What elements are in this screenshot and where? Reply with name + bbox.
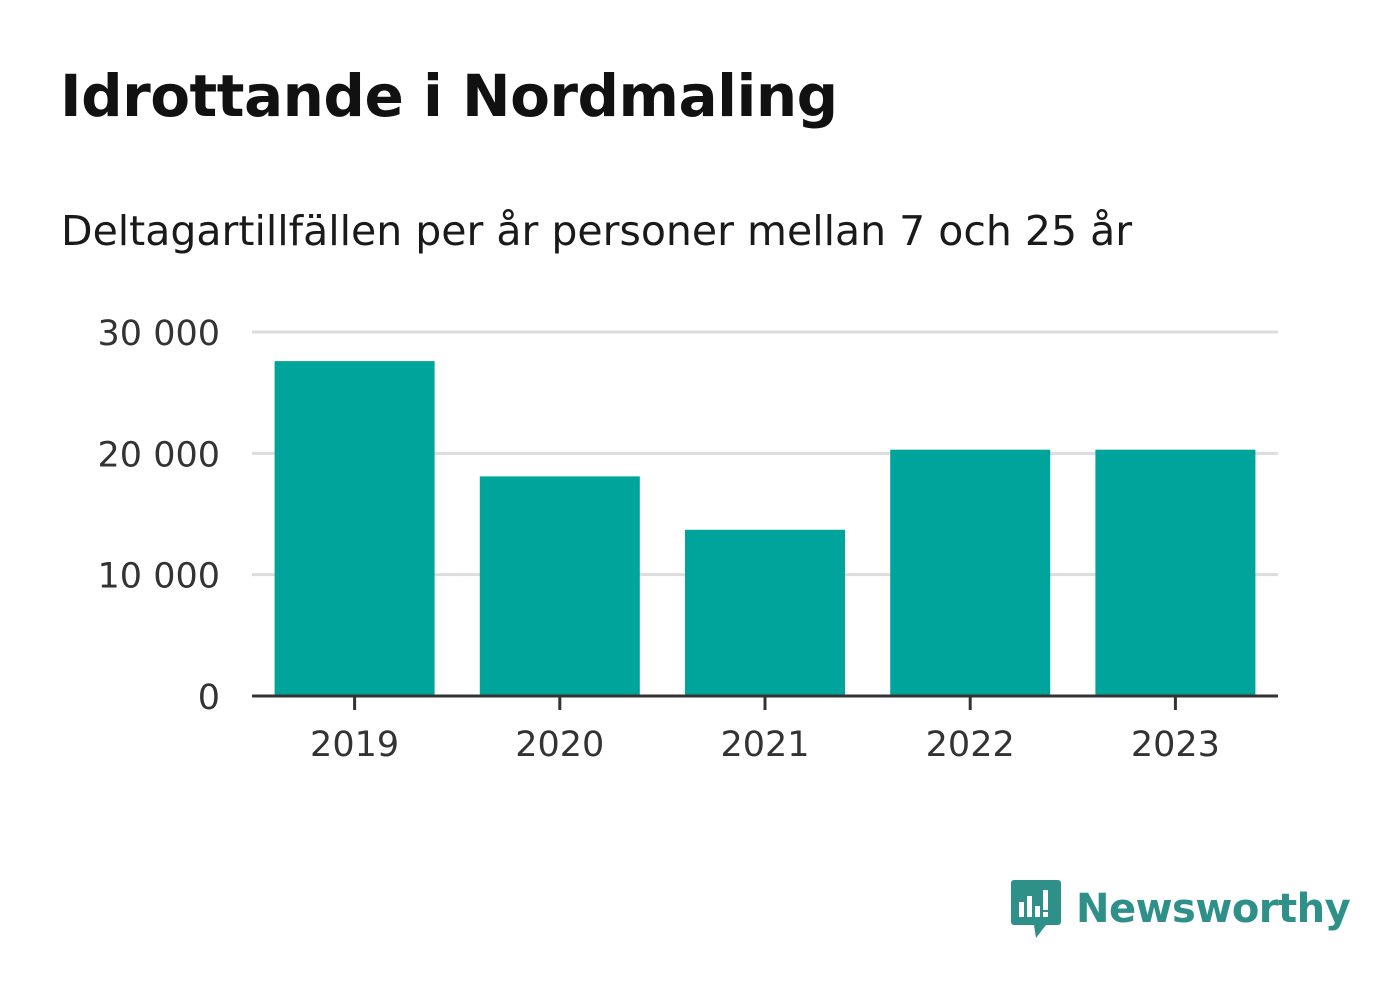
chart-subtitle: Deltagartillfällen per år personer mella… bbox=[61, 207, 1133, 255]
bar bbox=[1095, 449, 1256, 696]
newsworthy-logo-icon bbox=[1011, 880, 1061, 938]
brand-name: Newsworthy bbox=[1076, 886, 1351, 932]
x-tick-label: 2022 bbox=[926, 725, 1015, 765]
brand-logo: Newsworthy bbox=[1010, 878, 1351, 940]
bar bbox=[274, 361, 435, 696]
bar bbox=[890, 449, 1051, 696]
y-tick-label: 30 000 bbox=[98, 314, 220, 354]
x-tick-label: 2020 bbox=[515, 725, 604, 765]
bar bbox=[479, 476, 640, 696]
x-tick-label: 2023 bbox=[1131, 725, 1220, 765]
x-axis bbox=[252, 694, 1278, 710]
x-tick-label: 2019 bbox=[310, 725, 399, 765]
y-tick-label: 0 bbox=[198, 678, 220, 718]
bar bbox=[685, 529, 845, 696]
chart-title: Idrottande i Nordmaling bbox=[60, 62, 838, 130]
x-tick-label: 2021 bbox=[720, 725, 809, 765]
y-tick-label: 20 000 bbox=[98, 435, 220, 475]
y-tick-label: 10 000 bbox=[98, 557, 220, 597]
tick-labels: 0 10 000 20 000 30 000 2019 2020 2021 2022 2023 bbox=[98, 314, 1220, 765]
bars bbox=[274, 361, 1256, 696]
